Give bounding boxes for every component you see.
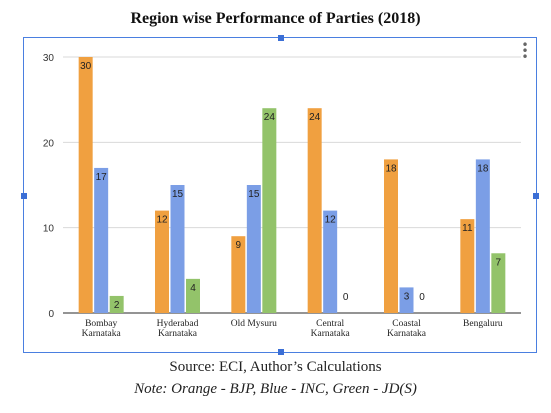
x-tick-label: Old Mysuru [231,319,277,329]
bar [399,287,414,313]
resize-handle-top[interactable] [278,35,284,41]
x-tick-label: Coastal [392,319,421,329]
bar [384,159,398,313]
y-tick-label: 20 [43,138,55,149]
bar [307,108,322,313]
bar [231,236,246,313]
data-label: 24 [264,112,276,123]
data-label: 17 [96,172,108,183]
bar [186,278,200,313]
bar [94,167,109,313]
bar [78,57,93,313]
data-label: 18 [477,163,489,174]
bar [109,295,124,313]
note-caption: Note: Orange - BJP, Blue - INC, Green - … [134,381,417,397]
data-label: 24 [309,112,321,123]
bar [323,210,338,313]
x-tick-label: Karnataka [158,329,198,339]
x-tick-label: Bengaluru [463,319,503,329]
data-label: 12 [156,215,168,226]
y-tick-label: 10 [43,224,55,235]
bar [262,108,277,313]
data-label: 30 [80,61,92,72]
bar [460,219,475,313]
chart-selection-frame[interactable]: • • • [21,35,539,355]
bar [475,159,490,313]
y-tick-label: 30 [43,53,55,64]
data-label: 0 [343,292,349,303]
bar [491,253,506,313]
x-tick-label: Bombay [85,319,117,329]
data-label: 15 [172,189,184,200]
data-label: 9 [236,240,242,251]
data-label: 15 [248,189,260,200]
resize-handle-bottom[interactable] [278,349,284,355]
x-tick-label: Karnataka [82,329,122,339]
data-label: 12 [325,215,337,226]
x-tick-label: Karnataka [311,329,351,339]
bar [170,185,185,313]
data-label: 3 [404,291,410,302]
resize-handle-right[interactable] [533,193,539,199]
x-tick-label: Central [316,319,344,329]
bar [155,210,169,313]
bar [246,185,261,313]
data-label: 4 [190,283,196,294]
data-label: 0 [419,292,425,303]
x-tick-label: Hyderabad [157,319,199,329]
x-tick-label: Karnataka [387,329,427,339]
chart-title: Region wise Performance of Parties (2018… [130,10,421,27]
data-label: 2 [114,300,120,311]
data-label: 18 [385,163,397,174]
resize-handle-left[interactable] [21,193,27,199]
y-tick-label: 0 [48,309,54,320]
source-caption: Source: ECI, Author’s Calculations [169,359,382,375]
data-label: 7 [496,257,502,268]
data-label: 11 [462,223,473,234]
chart-menu-icon[interactable]: • • • [521,38,529,64]
